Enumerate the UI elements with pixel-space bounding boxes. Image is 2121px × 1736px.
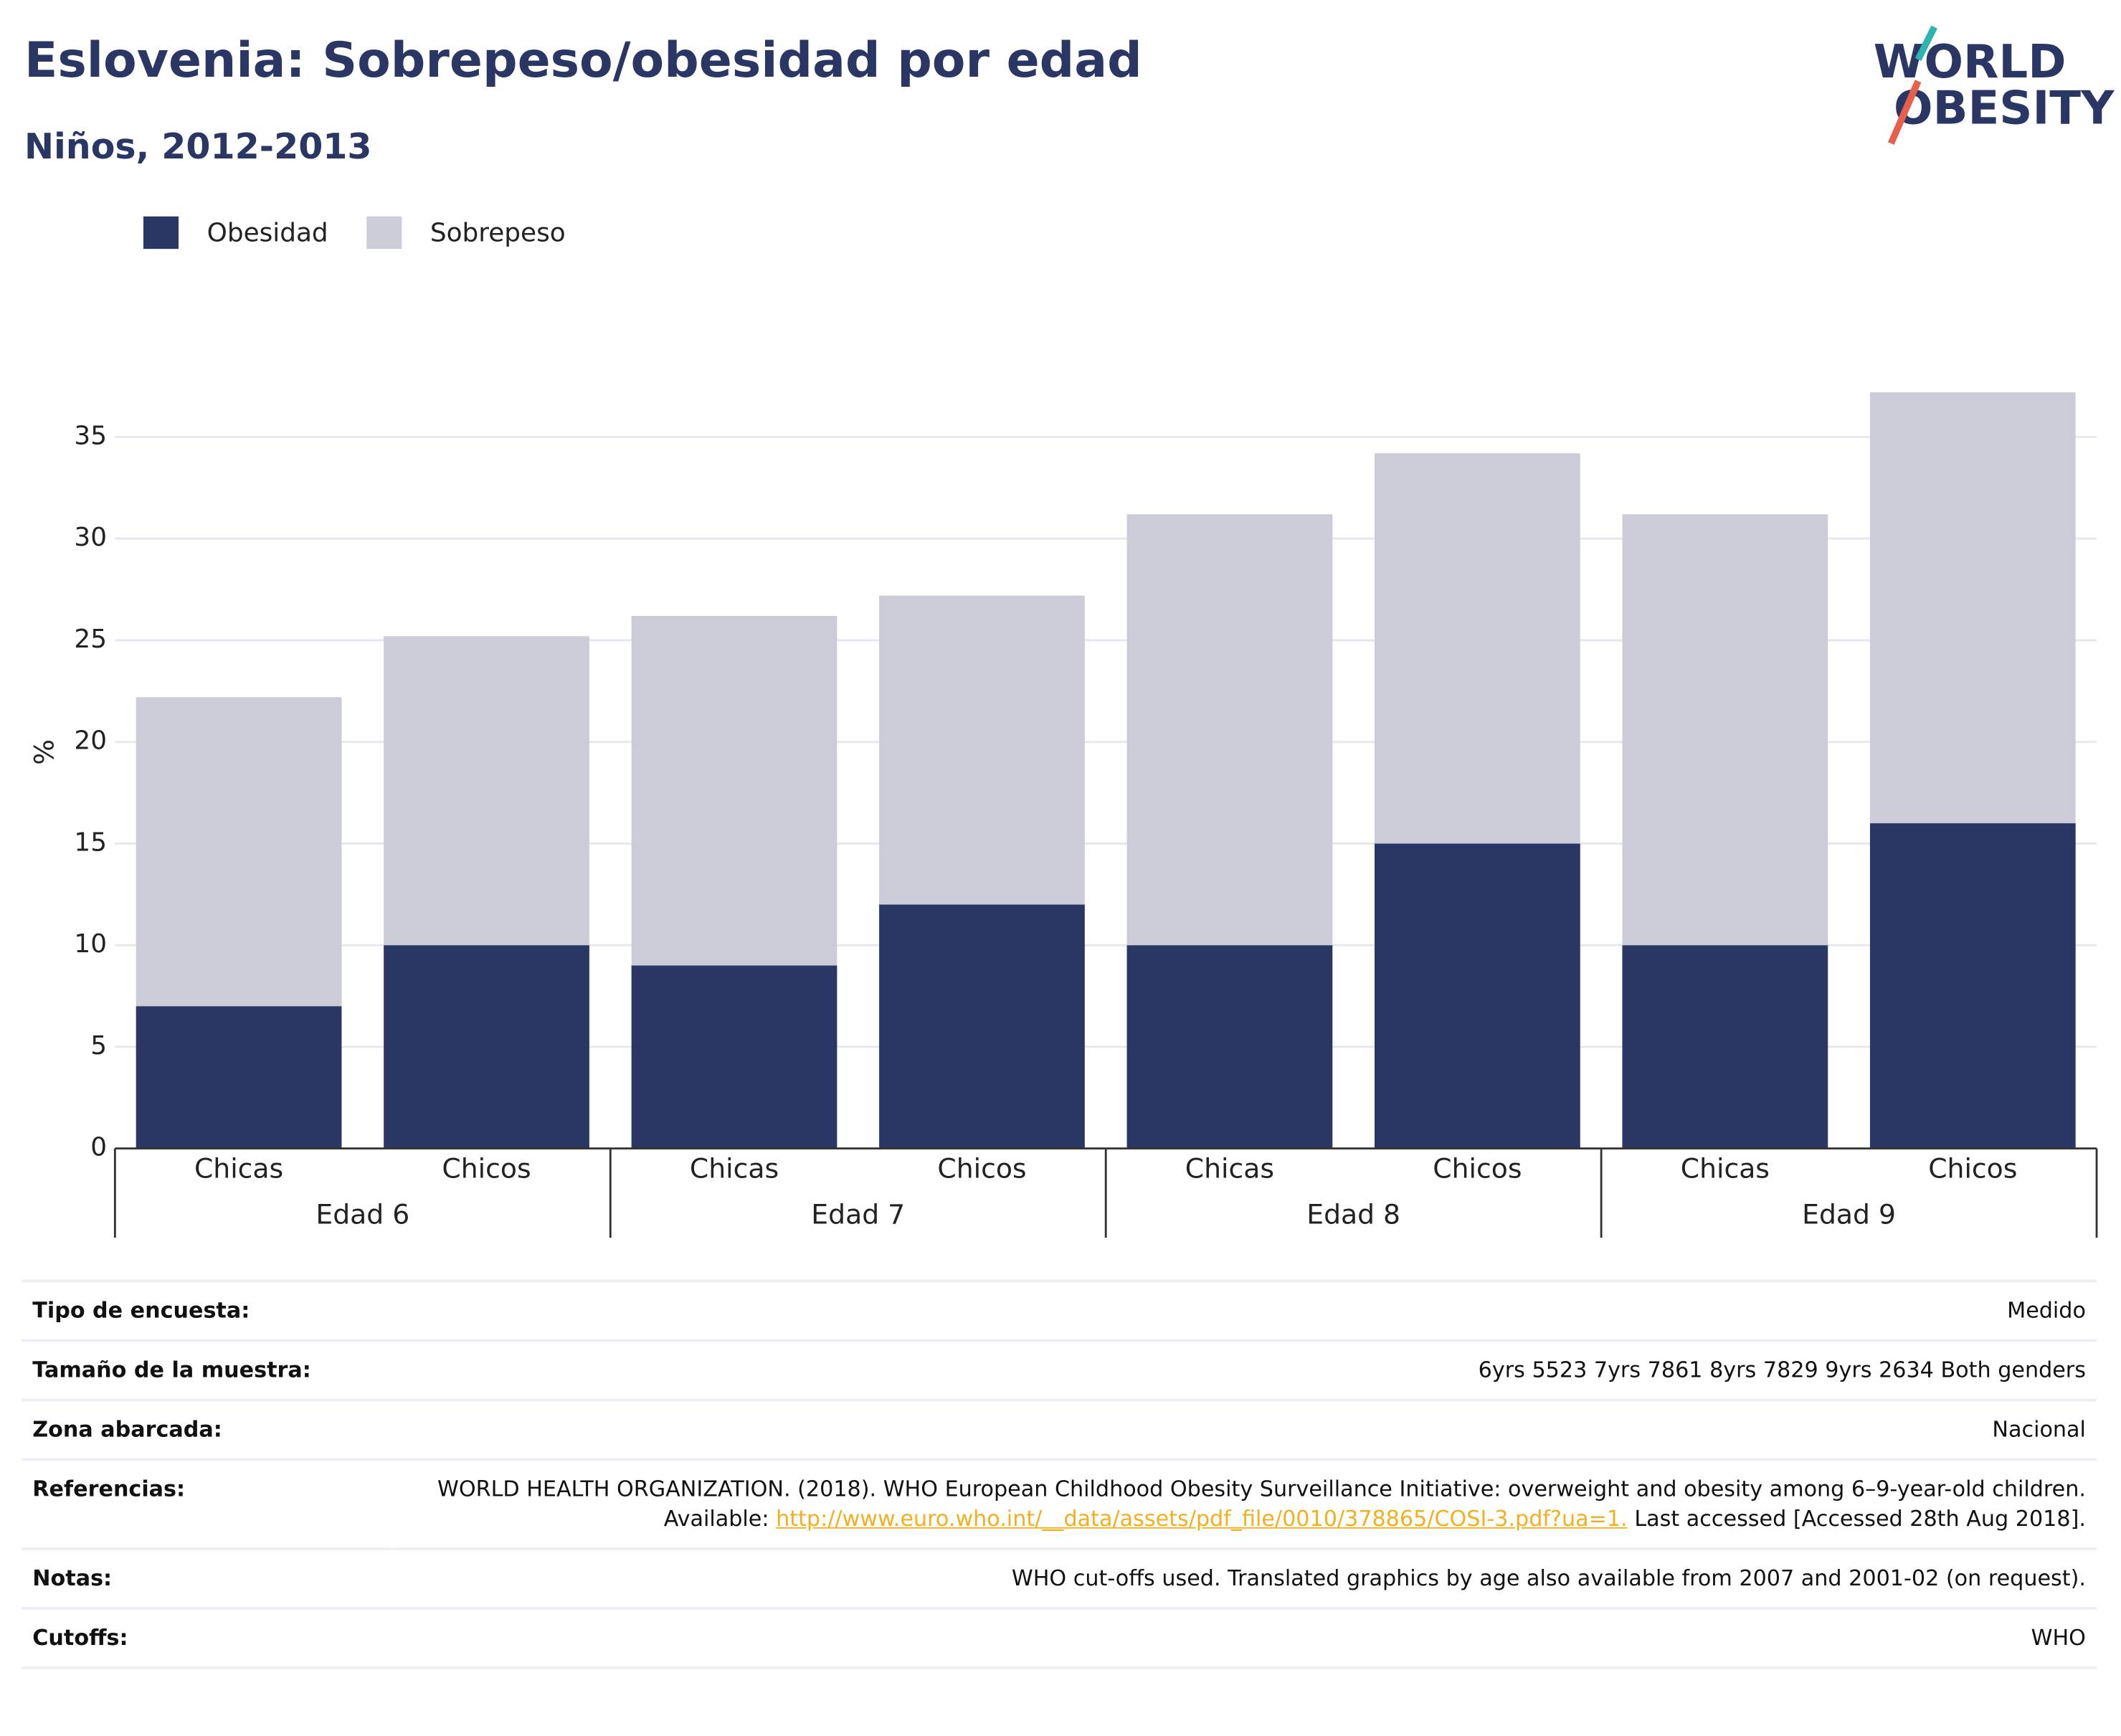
bar-segment bbox=[631, 965, 838, 1149]
x-tick-label: Chicas bbox=[1681, 1152, 1770, 1184]
legend-swatch bbox=[366, 216, 402, 250]
bar-segment bbox=[879, 904, 1085, 1149]
x-tick-label: Chicos bbox=[442, 1152, 531, 1184]
reference-link[interactable]: http://www.euro.who.int/__data/assets/pd… bbox=[776, 1505, 1628, 1532]
x-tick-label: Chicas bbox=[194, 1152, 283, 1184]
row-label: Referencias: bbox=[22, 1458, 395, 1550]
row-value: WHO bbox=[394, 1607, 2097, 1669]
y-tick-label: 35 bbox=[74, 421, 107, 450]
y-tick-label: 0 bbox=[90, 1133, 107, 1162]
table-row: Zona abarcada: Nacional bbox=[22, 1398, 2097, 1460]
bar-segment bbox=[1622, 514, 1828, 946]
bar-segment bbox=[1375, 843, 1580, 1149]
value-text: 6yrs 5523 7yrs 7861 8yrs 7829 9yrs 2634 … bbox=[1478, 1357, 2086, 1382]
value-text: Nacional bbox=[1992, 1416, 2086, 1442]
bar-segment bbox=[879, 595, 1085, 905]
y-tick-label: 5 bbox=[90, 1031, 107, 1061]
y-tick-label: 20 bbox=[74, 726, 107, 756]
bar-segment bbox=[1126, 514, 1333, 946]
row-label: Cutoffs: bbox=[22, 1607, 395, 1669]
table-row: Referencias: WORLD HEALTH ORGANIZATION. (… bbox=[22, 1458, 2097, 1550]
value-text: WHO cut-offs used. Translated graphics b… bbox=[1011, 1565, 2086, 1591]
bar-segment bbox=[384, 636, 589, 946]
chart-subtitle: Niños, 2012-2013 bbox=[24, 125, 372, 167]
row-value: WORLD HEALTH ORGANIZATION. (2018). WHO E… bbox=[394, 1458, 2097, 1550]
logo-text: WORLD bbox=[1874, 35, 2067, 89]
row-value: Medido bbox=[394, 1279, 2097, 1341]
y-tick-label: 10 bbox=[74, 929, 107, 959]
logo-text: OBESITY bbox=[1894, 81, 2115, 135]
value-text: Medido bbox=[2007, 1297, 2086, 1323]
legend-label: Obesidad bbox=[207, 218, 328, 247]
x-tick-label: Chicos bbox=[1433, 1152, 1522, 1184]
group-label: Edad 9 bbox=[1802, 1198, 1896, 1230]
row-label: Zona abarcada: bbox=[22, 1398, 395, 1460]
row-label: Notas: bbox=[22, 1547, 395, 1609]
group-label: Edad 6 bbox=[315, 1198, 409, 1230]
x-tick-label: Chicas bbox=[690, 1152, 779, 1184]
table-row: Cutoffs: WHO bbox=[22, 1607, 2097, 1669]
info-table: Tipo de encuesta: Medido Tamaño de la mues… bbox=[22, 1279, 2097, 1669]
bar-segment bbox=[1622, 945, 1828, 1149]
y-axis-label: % bbox=[29, 739, 60, 765]
chart-title: Eslovenia: Sobrepeso/obesidad por edad bbox=[24, 32, 1142, 89]
x-tick-label: Chicas bbox=[1185, 1152, 1274, 1184]
bar-segment bbox=[631, 615, 838, 966]
row-value: WHO cut-offs used. Translated graphics b… bbox=[394, 1547, 2097, 1609]
table-row: Tamaño de la muestra: 6yrs 5523 7yrs 7861… bbox=[22, 1339, 2097, 1400]
table-row: Notas: WHO cut-offs used. Translated grap… bbox=[22, 1547, 2097, 1609]
row-value: Nacional bbox=[394, 1398, 2097, 1460]
x-tick-label: Chicos bbox=[1928, 1152, 2017, 1184]
value-text: WHO bbox=[2031, 1624, 2086, 1651]
y-tick-label: 25 bbox=[74, 625, 107, 654]
chart: Eslovenia: Sobrepeso/obesidad por edad N… bbox=[24, 25, 2115, 1238]
row-value: 6yrs 5523 7yrs 7861 8yrs 7829 9yrs 2634 … bbox=[394, 1339, 2097, 1400]
bar-segment bbox=[136, 697, 342, 1007]
logo-slash bbox=[1887, 80, 1922, 145]
bar-segment bbox=[1869, 392, 2076, 824]
legend-label: Sobrepeso bbox=[430, 218, 566, 247]
logo-slash bbox=[1914, 25, 1937, 62]
table-row: Tipo de encuesta: Medido bbox=[22, 1279, 2097, 1341]
bar-segment bbox=[1375, 453, 1580, 844]
y-tick-label: 30 bbox=[74, 523, 107, 552]
legend-swatch bbox=[143, 216, 179, 250]
group-label: Edad 7 bbox=[811, 1198, 905, 1230]
x-tick-label: Chicos bbox=[937, 1152, 1026, 1184]
y-tick-label: 15 bbox=[74, 827, 107, 857]
bar-segment bbox=[384, 945, 589, 1149]
group-label: Edad 8 bbox=[1306, 1198, 1400, 1230]
row-label: Tamaño de la muestra: bbox=[22, 1339, 395, 1400]
bar-segment bbox=[1869, 823, 2076, 1149]
row-label: Tipo de encuesta: bbox=[22, 1279, 395, 1341]
value-text: WORLD HEALTH ORGANIZATION. (2018). WHO E… bbox=[437, 1476, 2086, 1532]
value-text: Last accessed [Accessed 28th Aug 2018]. bbox=[1634, 1505, 2086, 1532]
bar-segment bbox=[1126, 945, 1333, 1149]
bar-segment bbox=[136, 1006, 342, 1149]
